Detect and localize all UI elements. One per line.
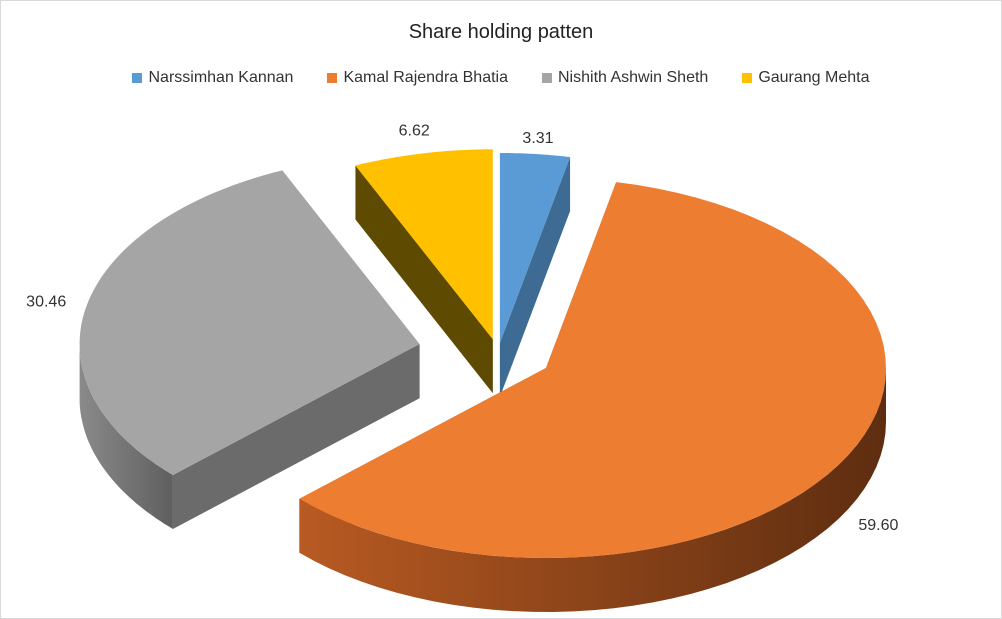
- legend-item-nishith-ashwin-sheth: Nishith Ashwin Sheth: [542, 69, 708, 87]
- legend-item-kamal-rajendra-bhatia: Kamal Rajendra Bhatia: [327, 69, 508, 87]
- chart-title: Share holding patten: [408, 21, 594, 43]
- legend-item-gaurang-mehta: Gaurang Mehta: [742, 69, 870, 87]
- data-label-nishith-ashwin-sheth: 30.46: [26, 294, 66, 311]
- slice-side: [79, 344, 173, 529]
- pie-slice-gaurang-mehta: [355, 149, 493, 394]
- legend-label: Narssimhan Kannan: [148, 69, 294, 86]
- legend-item-narssimhan-kannan: Narssimhan Kannan: [132, 69, 293, 87]
- data-label-kamal-rajendra-bhatia: 59.60: [858, 517, 898, 534]
- legend-label: Kamal Rajendra Bhatia: [343, 69, 508, 86]
- slice-side: [299, 368, 886, 612]
- legend-label: Nishith Ashwin Sheth: [558, 69, 709, 86]
- slice-top: [355, 149, 493, 340]
- legend-swatch: [327, 73, 338, 83]
- pie-slice-narssimhan-kannan: [499, 153, 571, 397]
- legend: Narssimhan Kannan Kamal Rajendra Bhatia …: [1, 69, 1001, 87]
- slice-wall: [499, 157, 571, 397]
- legend-label: Gaurang Mehta: [758, 69, 870, 86]
- pie-slice-nishith-ashwin-sheth: [79, 170, 420, 529]
- legend-swatch: [742, 73, 753, 83]
- pie-slice-kamal-rajendra-bhatia: [299, 182, 886, 612]
- legend-swatch: [542, 73, 552, 83]
- legend-swatch: [132, 73, 143, 83]
- data-label-gaurang-mehta: 6.62: [399, 122, 430, 139]
- slice-top: [499, 153, 571, 343]
- slice-top: [79, 170, 420, 475]
- data-label-narssimhan-kannan: 3.31: [522, 130, 553, 147]
- slice-wall: [172, 344, 420, 529]
- slice-wall: [355, 165, 493, 394]
- slice-top: [299, 182, 886, 558]
